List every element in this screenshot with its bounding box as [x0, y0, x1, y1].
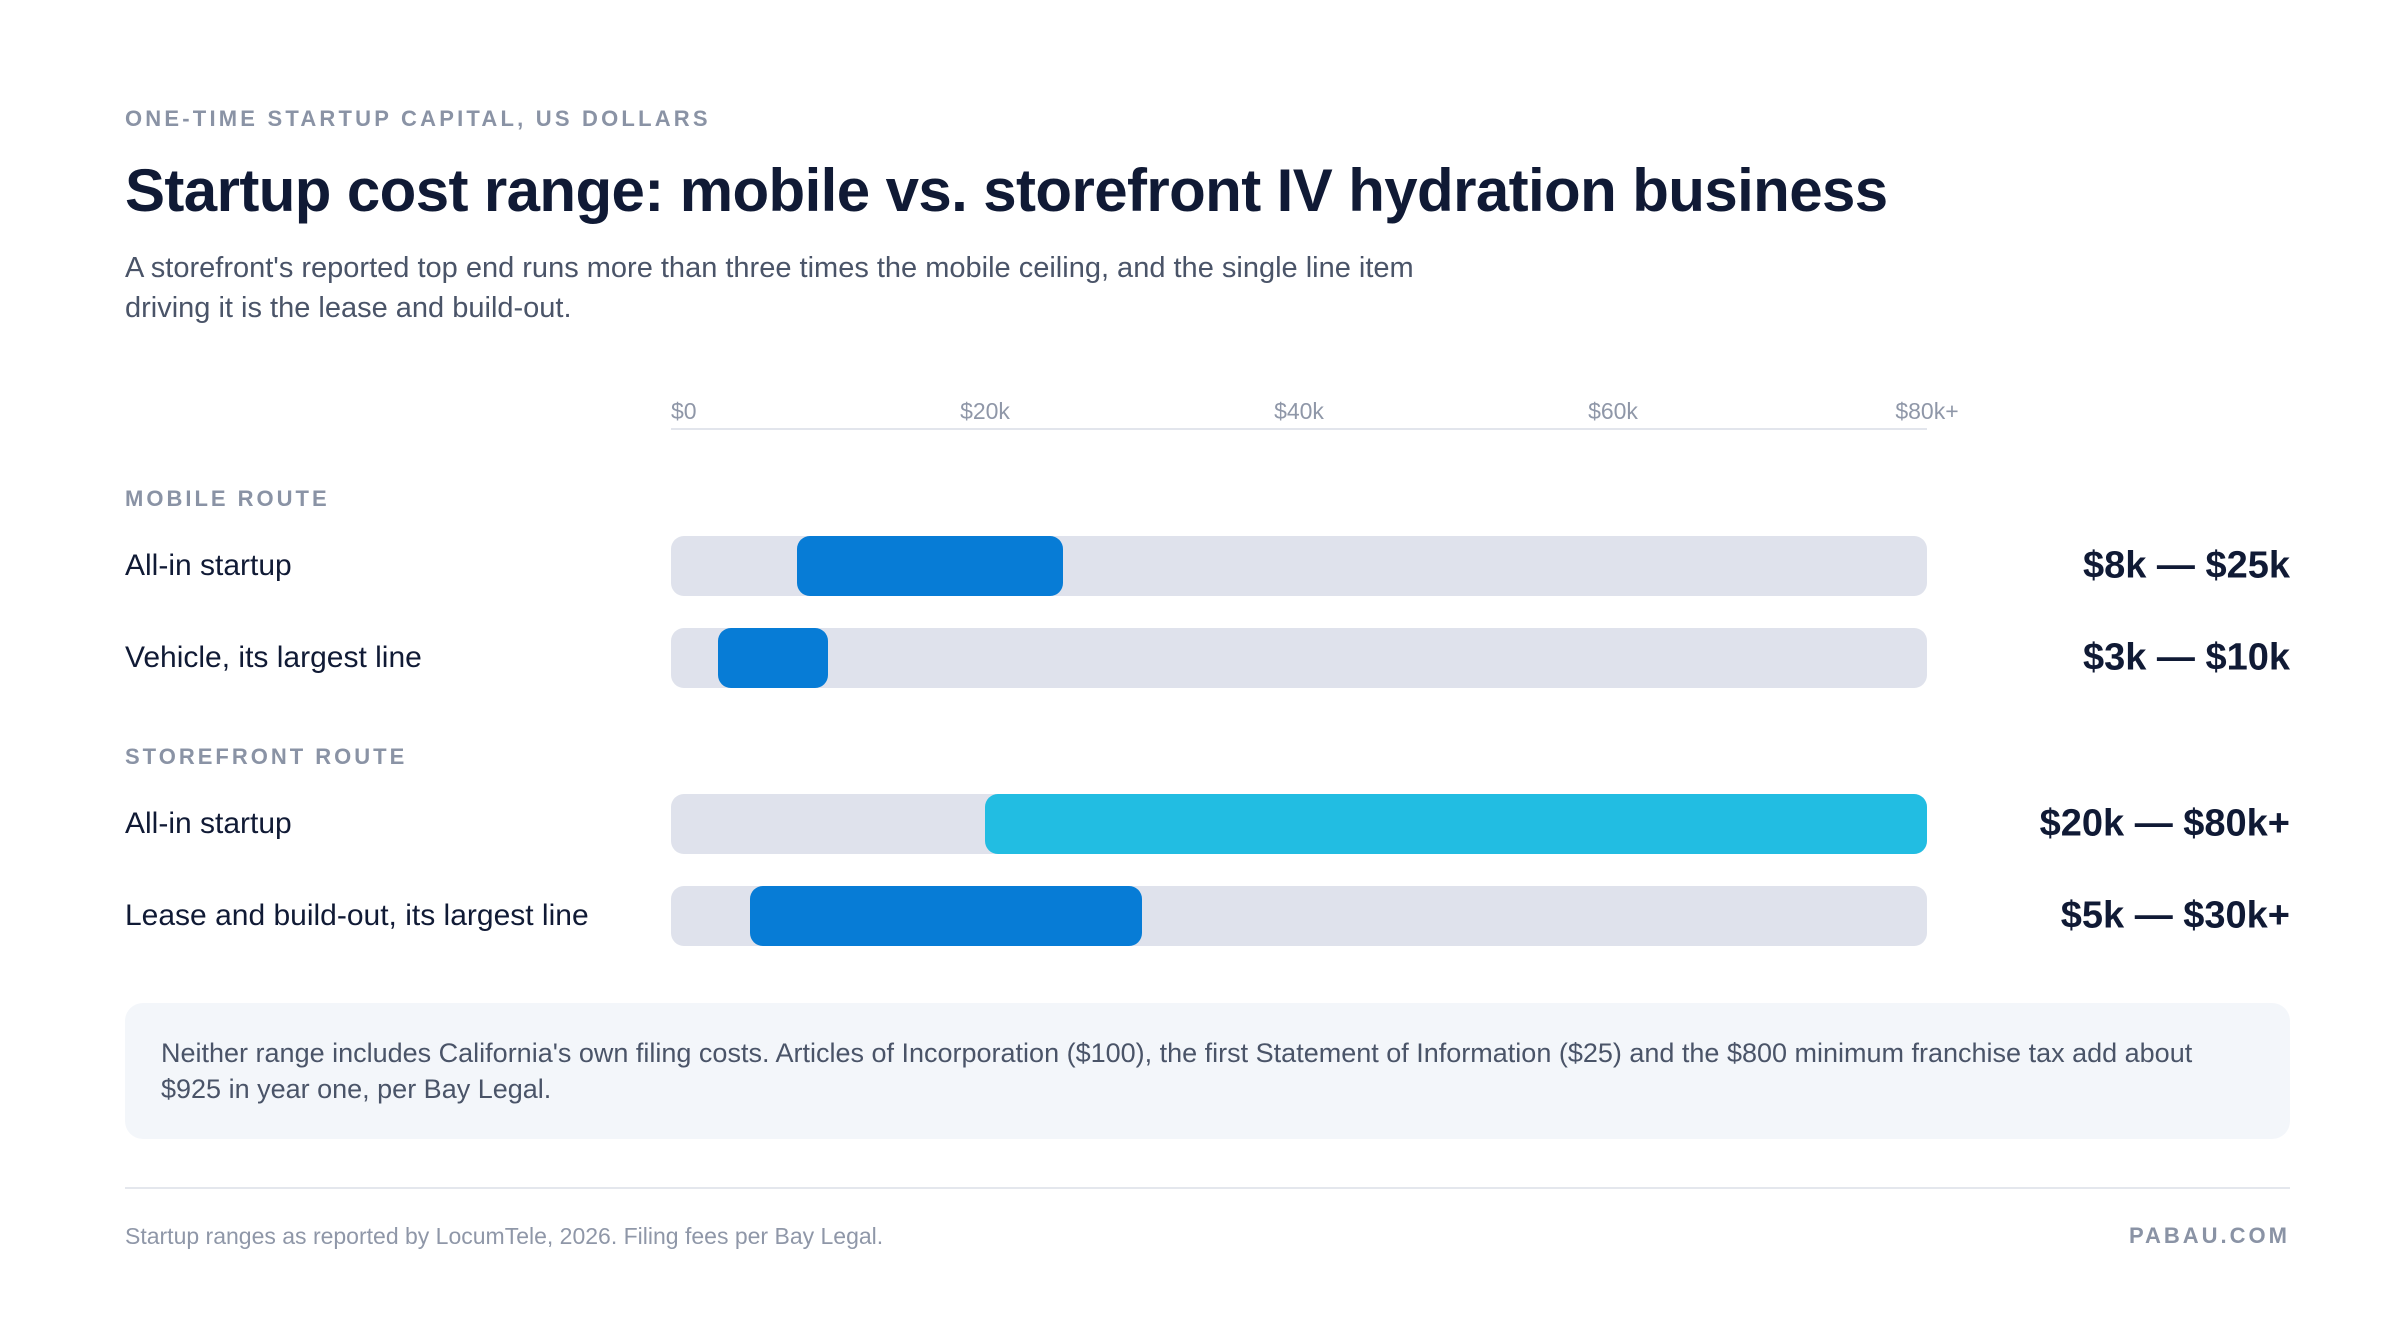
footer-divider	[125, 1187, 2290, 1189]
footnote-text: Neither range includes California's own …	[161, 1038, 2193, 1104]
row-label: All-in startup	[125, 807, 292, 840]
row-label: All-in startup	[125, 549, 292, 582]
range-bar	[985, 794, 1927, 854]
range-value-label: $3k — $10k	[2082, 636, 2290, 679]
x-tick-label: $0	[671, 398, 697, 424]
range-bar	[749, 886, 1142, 946]
chart-title: Startup cost range: mobile vs. storefron…	[125, 157, 1888, 224]
row-label: Lease and build-out, its largest line	[125, 899, 589, 932]
source-text: Startup ranges as reported by LocumTele,…	[125, 1223, 884, 1249]
x-tick-label: $20k	[960, 398, 1010, 424]
range-track	[671, 886, 1927, 946]
range-value-label: $8k — $25k	[2082, 544, 2290, 587]
group-label: STOREFRONT ROUTE	[125, 744, 408, 769]
range-track	[671, 794, 1927, 854]
x-axis-line	[671, 428, 1927, 430]
footnote-box: Neither range includes California's own …	[125, 1003, 2290, 1139]
x-axis: $0 $20k $40k $60k $80k+	[125, 398, 2290, 432]
x-tick-label: $60k	[1588, 398, 1638, 424]
range-track	[671, 628, 1927, 688]
range-value-label: $20k — $80k+	[2039, 802, 2290, 845]
x-tick-label: $80k+	[1895, 398, 1959, 424]
brand-mark: PABAU.COM	[2128, 1223, 2290, 1248]
x-tick-label: $40k	[1274, 398, 1324, 424]
range-bar	[796, 536, 1064, 596]
chart-subtitle: A storefront's reported top end runs mor…	[125, 252, 1414, 324]
chart-eyebrow: ONE-TIME STARTUP CAPITAL, US DOLLARS	[125, 106, 711, 131]
row-label: Vehicle, its largest line	[125, 641, 422, 674]
range-value-label: $5k — $30k+	[2060, 894, 2290, 937]
chart-page: ONE-TIME STARTUP CAPITAL, US DOLLARS Sta…	[125, 0, 2290, 1340]
group-label: MOBILE ROUTE	[125, 486, 330, 511]
range-track	[671, 536, 1927, 596]
range-bar	[718, 628, 828, 688]
